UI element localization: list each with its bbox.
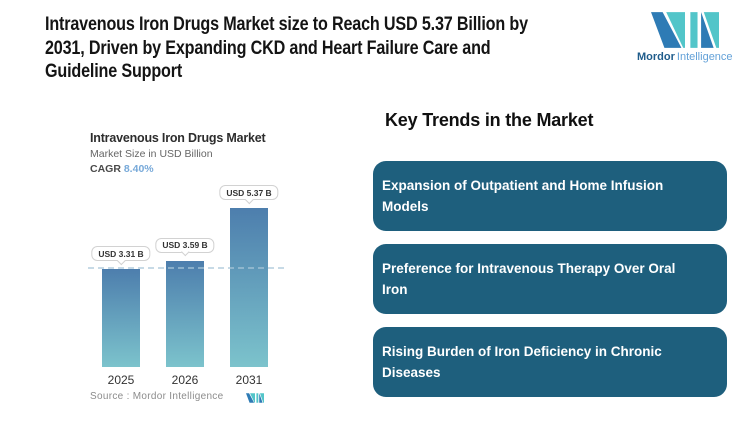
bar-2026 xyxy=(166,260,204,367)
headline-line: Guideline Support xyxy=(45,61,183,82)
chart-cagr: CAGR 8.40% xyxy=(90,163,154,175)
brand-name-bold: Mordor xyxy=(637,51,675,63)
trend-card-label: Rising Burden of Iron Deficiency in Chro… xyxy=(382,344,662,359)
trend-card: Preference for Intravenous Therapy Over … xyxy=(373,244,727,314)
trend-card-label: Iron xyxy=(382,282,408,297)
bar-group-2031: USD 5.37 B 2031 xyxy=(219,185,279,387)
chart-subtitle: Market Size in USD Billion xyxy=(90,148,213,160)
x-axis-label: 2026 xyxy=(171,373,199,387)
trend-card: Rising Burden of Iron Deficiency in Chro… xyxy=(373,327,727,397)
brand-name-light: Intelligence xyxy=(676,51,733,63)
chart-title: Intravenous Iron Drugs Market xyxy=(90,131,266,145)
bar-value-label: USD 5.37 B xyxy=(219,185,279,200)
trend-card: Expansion of Outpatient and Home Infusio… xyxy=(373,161,727,231)
source-text: Source : Mordor Intelligence xyxy=(90,391,224,402)
brand-name: Mordor Intelligence xyxy=(637,51,733,63)
brand-block: Mordor Intelligence xyxy=(637,12,733,63)
page-title: Intravenous Iron Drugs Market size to Re… xyxy=(45,13,528,84)
bar-group-2025: USD 3.31 B 2025 xyxy=(91,186,151,387)
trends-heading: Key Trends in the Market xyxy=(385,110,594,130)
trend-card-label: Models xyxy=(382,199,429,214)
bar-value-label: USD 3.59 B xyxy=(155,237,215,253)
bar-chart: USD 3.31 B 2025 USD 3.59 B 2026 USD 5.37… xyxy=(88,185,284,387)
source-row: Source : Mordor Intelligence xyxy=(90,391,300,403)
cagr-label: CAGR xyxy=(90,163,121,175)
bar-value-label: USD 3.31 B xyxy=(91,246,151,261)
headline-line: Intravenous Iron Drugs Market size to Re… xyxy=(45,14,528,35)
trend-card-label: Preference for Intravenous Therapy Over … xyxy=(382,261,676,276)
trend-list: Expansion of Outpatient and Home Infusio… xyxy=(373,161,727,397)
bar-2025 xyxy=(102,269,140,367)
bar-group-2026: USD 3.59 B 2026 xyxy=(155,186,215,387)
x-axis-label: 2031 xyxy=(235,373,263,387)
trend-card-label: Expansion of Outpatient and Home Infusio… xyxy=(382,178,664,193)
cagr-value: 8.40% xyxy=(123,163,154,175)
bar-2031 xyxy=(230,208,268,367)
trend-card-label: Diseases xyxy=(382,365,441,380)
headline-line: 2031, Driven by Expanding CKD and Heart … xyxy=(45,37,491,59)
mordor-logo-mini-icon xyxy=(246,390,264,408)
reference-dashed-line xyxy=(88,267,284,269)
mordor-logo-icon xyxy=(650,12,719,48)
x-axis-label: 2025 xyxy=(107,373,135,387)
